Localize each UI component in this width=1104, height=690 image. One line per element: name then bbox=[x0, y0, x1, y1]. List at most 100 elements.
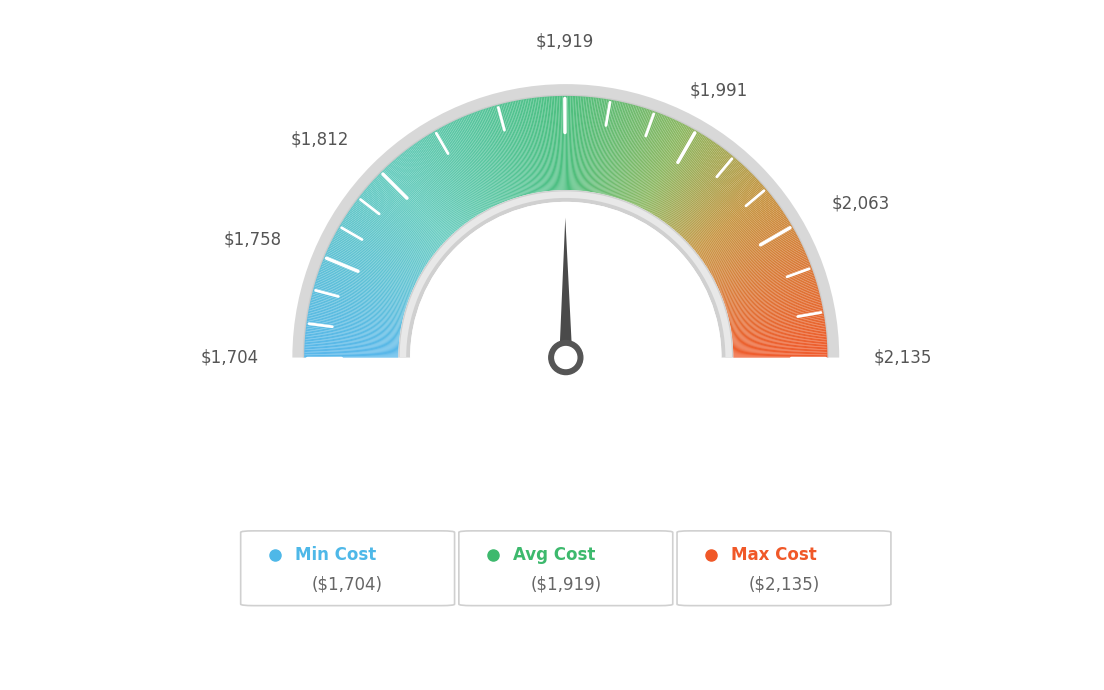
Wedge shape bbox=[716, 241, 802, 284]
Wedge shape bbox=[702, 206, 781, 262]
Wedge shape bbox=[528, 99, 543, 192]
Wedge shape bbox=[327, 250, 413, 290]
Wedge shape bbox=[694, 190, 768, 252]
Wedge shape bbox=[725, 278, 816, 308]
Wedge shape bbox=[660, 141, 714, 219]
Wedge shape bbox=[723, 267, 813, 301]
Wedge shape bbox=[305, 333, 399, 343]
Wedge shape bbox=[733, 348, 827, 353]
Text: $1,812: $1,812 bbox=[290, 130, 349, 149]
Wedge shape bbox=[388, 165, 453, 235]
Wedge shape bbox=[322, 262, 410, 297]
Wedge shape bbox=[665, 146, 721, 223]
Wedge shape bbox=[527, 99, 542, 192]
Wedge shape bbox=[624, 112, 658, 201]
Wedge shape bbox=[719, 249, 805, 289]
Wedge shape bbox=[696, 192, 769, 253]
Wedge shape bbox=[460, 117, 499, 204]
Wedge shape bbox=[678, 162, 741, 233]
Wedge shape bbox=[592, 99, 608, 193]
Wedge shape bbox=[315, 282, 405, 310]
Wedge shape bbox=[314, 284, 405, 312]
Polygon shape bbox=[560, 217, 572, 371]
Wedge shape bbox=[485, 108, 516, 198]
Wedge shape bbox=[342, 220, 423, 270]
Wedge shape bbox=[361, 193, 435, 253]
Wedge shape bbox=[587, 98, 602, 192]
Wedge shape bbox=[367, 187, 438, 249]
Wedge shape bbox=[603, 102, 625, 195]
Wedge shape bbox=[558, 96, 562, 190]
Wedge shape bbox=[351, 206, 429, 262]
Wedge shape bbox=[661, 143, 716, 221]
Wedge shape bbox=[314, 286, 405, 313]
Wedge shape bbox=[333, 236, 417, 281]
Wedge shape bbox=[533, 98, 545, 191]
Wedge shape bbox=[722, 263, 810, 298]
Wedge shape bbox=[640, 123, 683, 208]
Wedge shape bbox=[378, 175, 446, 241]
Wedge shape bbox=[434, 130, 482, 213]
Wedge shape bbox=[665, 147, 722, 224]
Wedge shape bbox=[401, 154, 460, 228]
FancyBboxPatch shape bbox=[459, 531, 672, 606]
Wedge shape bbox=[672, 156, 734, 229]
Wedge shape bbox=[666, 148, 723, 224]
Wedge shape bbox=[733, 341, 827, 348]
Wedge shape bbox=[439, 128, 486, 211]
Wedge shape bbox=[317, 275, 407, 306]
Wedge shape bbox=[302, 95, 829, 357]
Wedge shape bbox=[572, 96, 577, 190]
Wedge shape bbox=[415, 143, 470, 221]
Text: $1,704: $1,704 bbox=[200, 348, 258, 366]
Wedge shape bbox=[731, 312, 824, 329]
Wedge shape bbox=[442, 127, 487, 210]
Wedge shape bbox=[733, 346, 827, 351]
Wedge shape bbox=[349, 210, 427, 264]
Wedge shape bbox=[306, 326, 400, 339]
Wedge shape bbox=[604, 103, 626, 195]
Wedge shape bbox=[455, 120, 496, 206]
Wedge shape bbox=[732, 322, 825, 335]
Wedge shape bbox=[594, 99, 612, 193]
Wedge shape bbox=[435, 130, 484, 213]
Wedge shape bbox=[601, 101, 622, 194]
Wedge shape bbox=[564, 96, 565, 190]
Wedge shape bbox=[384, 168, 450, 237]
Wedge shape bbox=[325, 255, 412, 293]
Wedge shape bbox=[678, 164, 743, 234]
Wedge shape bbox=[716, 245, 803, 286]
Wedge shape bbox=[723, 269, 813, 302]
Wedge shape bbox=[721, 259, 809, 296]
Wedge shape bbox=[427, 135, 478, 215]
Wedge shape bbox=[729, 297, 820, 320]
Wedge shape bbox=[322, 259, 411, 296]
Wedge shape bbox=[622, 111, 655, 200]
Wedge shape bbox=[733, 336, 827, 345]
Wedge shape bbox=[519, 100, 537, 193]
Wedge shape bbox=[314, 288, 404, 314]
Wedge shape bbox=[360, 195, 435, 254]
Wedge shape bbox=[560, 96, 563, 190]
Wedge shape bbox=[732, 326, 826, 339]
Wedge shape bbox=[392, 161, 455, 233]
Text: $2,063: $2,063 bbox=[832, 195, 890, 213]
Wedge shape bbox=[652, 134, 703, 215]
Wedge shape bbox=[312, 293, 404, 317]
Wedge shape bbox=[534, 97, 546, 191]
Wedge shape bbox=[576, 97, 584, 190]
Wedge shape bbox=[395, 158, 457, 230]
Wedge shape bbox=[424, 137, 476, 217]
Wedge shape bbox=[353, 204, 431, 260]
Wedge shape bbox=[625, 112, 659, 201]
Wedge shape bbox=[312, 289, 404, 315]
Wedge shape bbox=[712, 231, 796, 278]
Wedge shape bbox=[654, 135, 704, 215]
Wedge shape bbox=[587, 98, 601, 192]
Wedge shape bbox=[339, 226, 421, 274]
Wedge shape bbox=[375, 177, 445, 243]
Wedge shape bbox=[634, 119, 675, 205]
Wedge shape bbox=[602, 102, 623, 194]
Wedge shape bbox=[730, 300, 821, 322]
Wedge shape bbox=[444, 125, 489, 209]
